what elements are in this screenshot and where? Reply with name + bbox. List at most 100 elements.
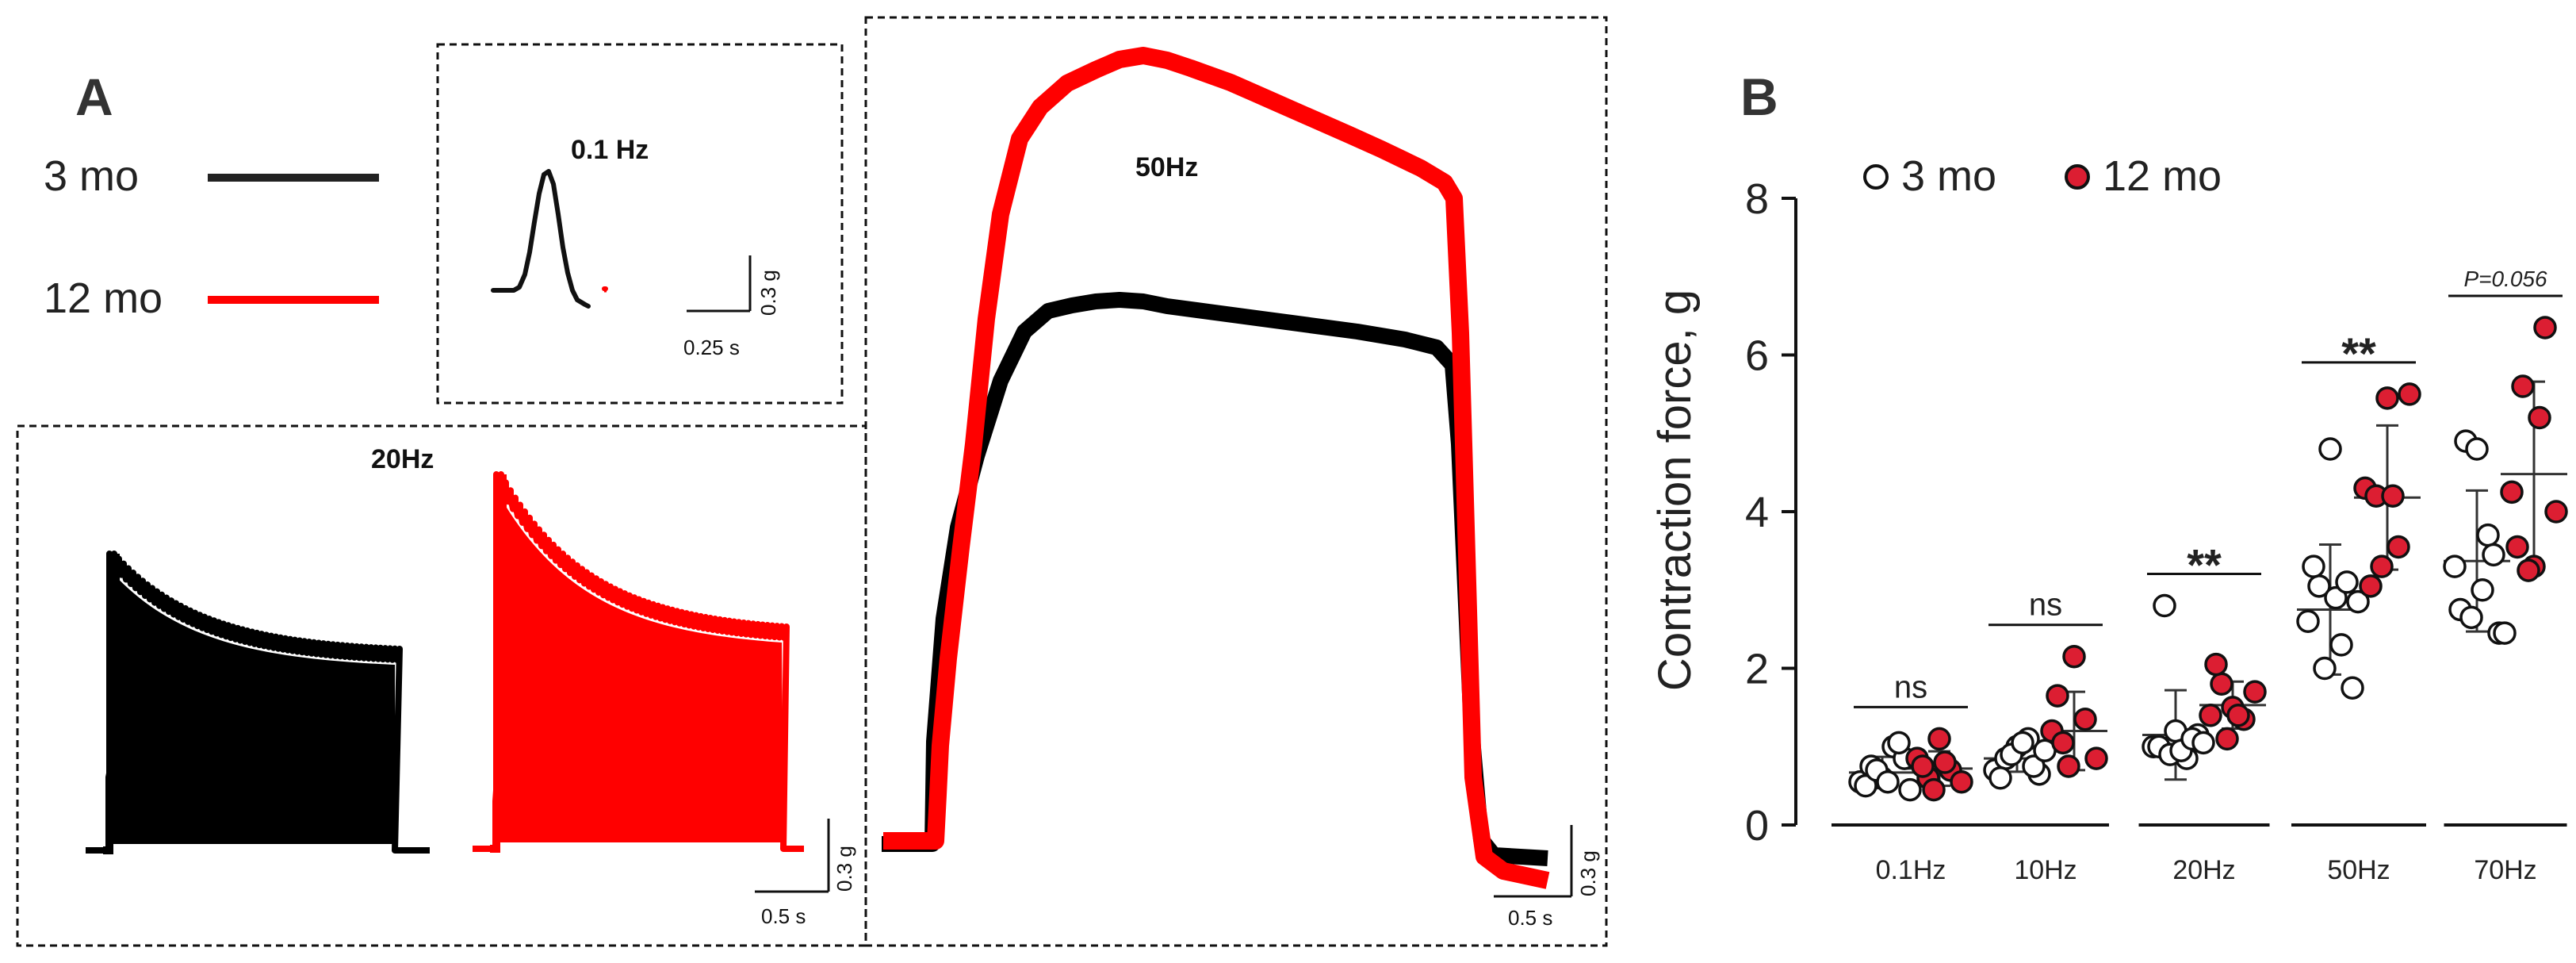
point-12mo <box>2051 731 2075 755</box>
significance-label: ns <box>1894 669 1927 704</box>
point-3mo <box>2341 676 2364 700</box>
point-12mo <box>2057 754 2080 778</box>
y-axis: 0 2 4 6 8 <box>1745 175 1797 850</box>
legend-marker-3mo <box>1863 164 1889 190</box>
point-12mo <box>2073 707 2097 731</box>
point-12mo <box>2387 535 2410 559</box>
point-3mo <box>2459 605 2483 630</box>
scale-force-50hz: 0.3 g <box>1576 850 1600 896</box>
point-12mo <box>1927 727 1951 751</box>
point-12mo <box>2199 704 2222 727</box>
point-12mo <box>2544 500 2568 524</box>
x-axis: 0.1Hz 10Hz 20Hz 50Hz 70Hz <box>1832 823 2567 885</box>
legend-label-3mo: 3 mo <box>44 152 139 200</box>
scale-time-50hz: 0.5 s <box>1508 906 1552 930</box>
legend-series-3mo: 3 mo <box>1901 152 1996 200</box>
legend-label-12mo: 12 mo <box>44 274 163 322</box>
x-tick-label: 70Hz <box>2474 855 2536 885</box>
x-tick-label: 50Hz <box>2327 855 2390 885</box>
y-tick-label: 0 <box>1745 802 1769 850</box>
point-12mo <box>2398 382 2421 406</box>
point-12mo <box>2517 558 2540 582</box>
scale-bar-0-1hz <box>687 255 752 313</box>
point-3mo <box>1898 777 1922 802</box>
legend-series-12mo: 12 mo <box>2103 152 2222 200</box>
point-12mo <box>2204 652 2228 677</box>
point-3mo <box>2476 523 2500 547</box>
point-12mo <box>2210 672 2233 696</box>
y-tick-label: 6 <box>1745 332 1769 380</box>
inset-0-1hz: 0.1 Hz 0.3 g 0.25 s <box>436 43 844 405</box>
twitch-trace-3mo <box>491 169 591 309</box>
point-12mo <box>2046 684 2069 708</box>
inset-20hz: 20Hz 0.3 g 0.5 s <box>16 424 867 947</box>
point-12mo <box>1922 777 1946 802</box>
point-12mo <box>2533 316 2557 340</box>
point-12mo <box>2359 574 2383 598</box>
y-tick-label: 2 <box>1745 646 1769 693</box>
point-3mo <box>1887 731 1911 755</box>
point-12mo <box>1911 754 1935 778</box>
x-tick-label: 0.1Hz <box>1876 855 1946 885</box>
point-12mo <box>2215 727 2239 751</box>
scale-force-20hz: 0.3 g <box>833 846 856 892</box>
significance-label: ** <box>2187 540 2222 590</box>
point-3mo <box>2318 437 2342 461</box>
x-tick-label: 20Hz <box>2172 855 2235 885</box>
point-3mo <box>2022 754 2046 778</box>
point-12mo <box>1933 750 1957 774</box>
point-12mo <box>2370 554 2394 578</box>
inset-50hz-title: 50Hz <box>1135 152 1198 182</box>
point-12mo <box>1950 769 1973 794</box>
point-12mo <box>2505 535 2529 559</box>
point-3mo <box>2443 554 2467 578</box>
scale-time-20hz: 0.5 s <box>761 904 806 928</box>
point-12mo <box>2375 386 2399 410</box>
scale-bar-20hz <box>755 819 830 893</box>
tetanus-trace-50hz-12mo <box>883 47 1550 889</box>
tetanus-trace-20hz-3mo <box>86 551 430 854</box>
y-axis-label: Contraction force, g <box>1649 290 1701 691</box>
inset-50hz: 50Hz 0.3 g 0.5 s <box>864 16 1608 947</box>
panel-a-label: A <box>75 67 113 126</box>
point-3mo <box>1876 769 1900 794</box>
inset-20hz-title: 20Hz <box>371 444 434 474</box>
point-12mo <box>2500 480 2524 505</box>
chart-legend: 3 mo 12 mo <box>1863 152 2222 200</box>
point-12mo <box>2243 680 2267 704</box>
point-3mo <box>2011 731 2034 755</box>
panel-b: B 3 mo 12 mo Contraction force, g 02468 … <box>1649 67 2568 885</box>
scale-time-0-1hz: 0.25 s <box>683 336 740 359</box>
scale-bar-50hz <box>1494 825 1573 898</box>
point-12mo <box>2084 746 2108 770</box>
data-points <box>1848 316 2568 802</box>
significance-annotations: ns ns ** ** P=0.056 <box>1854 267 2563 708</box>
point-12mo <box>2511 374 2535 398</box>
point-3mo <box>2493 621 2517 645</box>
point-3mo <box>2296 609 2320 633</box>
point-3mo <box>2313 656 2337 681</box>
significance-label: ns <box>2029 588 2062 623</box>
y-tick-label: 4 <box>1745 489 1769 536</box>
point-3mo <box>1988 766 2012 790</box>
point-12mo <box>2528 405 2551 430</box>
x-tick-label: 10Hz <box>2014 855 2076 885</box>
significance-label: ** <box>2341 328 2376 378</box>
point-3mo <box>2153 593 2176 618</box>
panel-a-legend: 3 mo 12 mo <box>44 152 379 322</box>
inset-50hz-frame <box>864 16 1608 947</box>
point-3mo <box>2302 554 2325 578</box>
chart-title: B <box>1740 67 1778 126</box>
point-3mo <box>2471 578 2494 602</box>
point-3mo <box>2465 437 2489 461</box>
point-3mo <box>2346 589 2370 614</box>
point-3mo <box>2329 633 2353 657</box>
point-3mo <box>2324 585 2348 610</box>
tetanus-trace-20hz-12mo <box>473 471 804 853</box>
y-tick-label: 8 <box>1745 175 1769 223</box>
panel-a: A 3 mo 12 mo 0.1 Hz 0.3 g 0.25 s 20Hz <box>16 16 1608 947</box>
inset-0-1hz-title: 0.1 Hz <box>571 135 649 165</box>
point-12mo <box>2062 644 2086 669</box>
point-12mo <box>2226 704 2250 727</box>
legend-marker-12mo <box>2065 164 2090 190</box>
